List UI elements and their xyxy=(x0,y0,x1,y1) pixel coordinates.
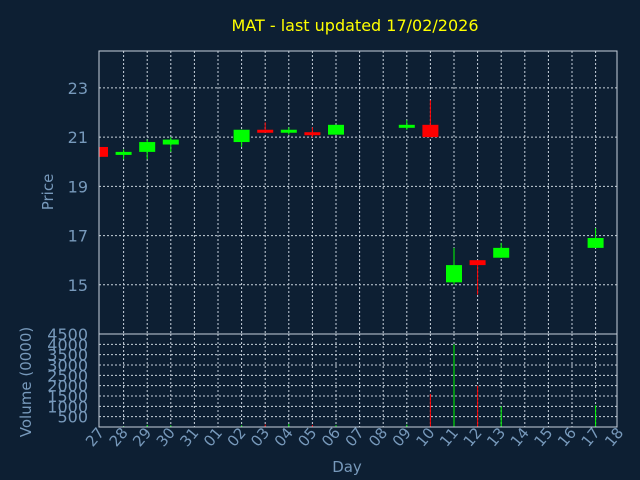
candle-body xyxy=(469,260,486,266)
volume-bars xyxy=(99,344,597,427)
candle-body xyxy=(139,142,156,152)
candle-28 xyxy=(115,149,132,160)
candle-body xyxy=(162,139,179,145)
volume-tick-label: 4500 xyxy=(47,325,88,344)
price-grid xyxy=(99,51,617,334)
price-tick-label: 19 xyxy=(68,177,88,196)
volume-panel-frame xyxy=(98,333,618,428)
candle-body xyxy=(587,238,604,248)
price-tick-label: 15 xyxy=(68,276,88,295)
candle-body xyxy=(280,129,297,133)
candle-30 xyxy=(162,137,179,152)
candle-body xyxy=(422,124,439,138)
candlesticks xyxy=(99,100,604,295)
candle-body xyxy=(115,151,132,155)
price-tick-label: 23 xyxy=(68,79,88,98)
candle-body xyxy=(257,129,274,133)
candle-12 xyxy=(469,260,486,295)
candle-17 xyxy=(587,228,604,248)
volume-tick-label: 3000 xyxy=(47,356,88,375)
candle-05 xyxy=(304,127,321,138)
candle-body xyxy=(328,124,344,135)
candle-body xyxy=(446,265,462,283)
candle-09 xyxy=(398,119,415,130)
volume-tick-label: 1500 xyxy=(47,387,88,406)
day-tick-labels: 2728293031010203040506070809101112131415… xyxy=(82,424,627,450)
candle-10 xyxy=(422,100,439,138)
price-tick-label: 21 xyxy=(68,128,88,147)
volume-tick-label: 4000 xyxy=(47,335,88,354)
candle-body xyxy=(493,247,510,258)
candle-body xyxy=(100,146,108,157)
candle-13 xyxy=(493,242,510,258)
x-axis-label: Day xyxy=(332,458,362,476)
price-tick-label: 17 xyxy=(68,227,88,246)
candle-06 xyxy=(328,124,344,135)
candle-27 xyxy=(99,146,108,157)
volume-tick-label: 1000 xyxy=(47,397,88,416)
candle-body xyxy=(398,124,415,128)
volume-tick-label: 500 xyxy=(57,408,88,427)
chart-title: MAT - last updated 17/02/2026 xyxy=(231,16,478,35)
volume-tick-label: 2000 xyxy=(47,377,88,396)
volume-axis-label: Volume (0000) xyxy=(17,327,35,437)
candle-02 xyxy=(233,129,250,147)
price-axis-label: Price xyxy=(39,174,57,211)
candle-03 xyxy=(257,122,274,133)
candle-04 xyxy=(280,127,297,135)
candle-29 xyxy=(139,139,156,160)
price-tick-labels: 15 17 19 21 23 xyxy=(68,79,88,295)
volume-tick-label: 3500 xyxy=(47,346,88,365)
candle-body xyxy=(233,129,250,143)
candle-body xyxy=(304,132,321,136)
volume-tick-label: 2500 xyxy=(47,366,88,385)
candle-11 xyxy=(446,247,462,285)
